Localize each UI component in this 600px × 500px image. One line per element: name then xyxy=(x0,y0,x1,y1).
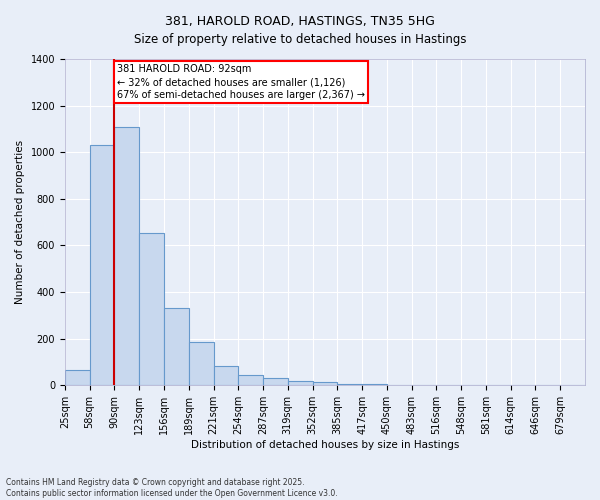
X-axis label: Distribution of detached houses by size in Hastings: Distribution of detached houses by size … xyxy=(191,440,459,450)
Bar xyxy=(115,126,139,386)
Bar xyxy=(288,380,313,386)
Bar xyxy=(238,375,263,386)
Text: 381 HAROLD ROAD: 92sqm
← 32% of detached houses are smaller (1,126)
67% of semi-: 381 HAROLD ROAD: 92sqm ← 32% of detached… xyxy=(117,64,365,100)
Text: 381, HAROLD ROAD, HASTINGS, TN35 5HG: 381, HAROLD ROAD, HASTINGS, TN35 5HG xyxy=(165,15,435,28)
Bar xyxy=(214,366,238,386)
Bar xyxy=(89,145,115,386)
Bar xyxy=(387,384,412,386)
Bar xyxy=(263,378,288,386)
Text: Size of property relative to detached houses in Hastings: Size of property relative to detached ho… xyxy=(134,32,466,46)
Text: Contains HM Land Registry data © Crown copyright and database right 2025.
Contai: Contains HM Land Registry data © Crown c… xyxy=(6,478,338,498)
Bar xyxy=(65,370,89,386)
Bar xyxy=(189,342,214,386)
Y-axis label: Number of detached properties: Number of detached properties xyxy=(15,140,25,304)
Bar xyxy=(337,384,362,386)
Bar xyxy=(313,382,337,386)
Bar xyxy=(164,308,189,386)
Bar xyxy=(362,384,387,386)
Bar xyxy=(139,232,164,386)
